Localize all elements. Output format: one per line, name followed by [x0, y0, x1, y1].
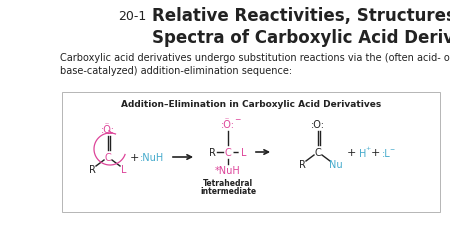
Text: +: +: [346, 147, 356, 158]
Text: *NuH: *NuH: [215, 165, 241, 175]
Text: :O:: :O:: [311, 119, 325, 130]
Text: C: C: [315, 147, 321, 158]
Text: Addition–Elimination in Carboxylic Acid Derivatives: Addition–Elimination in Carboxylic Acid …: [121, 100, 381, 109]
Text: C: C: [225, 147, 231, 158]
Text: +: +: [370, 147, 380, 158]
Text: :Ö:: :Ö:: [101, 124, 115, 135]
Text: Relative Reactivities, Structures and
Spectra of Carboxylic Acid Derivatives: Relative Reactivities, Structures and Sp…: [152, 7, 450, 46]
Bar: [62, 93, 440, 212]
Text: :Ö:: :Ö:: [221, 119, 235, 130]
Text: H: H: [359, 148, 367, 158]
Text: R: R: [89, 164, 95, 174]
Text: Carboxylic acid derivatives undergo substitution reactions via the (often acid- : Carboxylic acid derivatives undergo subs…: [60, 53, 450, 76]
Text: Nu: Nu: [329, 159, 343, 169]
Text: +: +: [365, 146, 371, 151]
Text: −: −: [389, 146, 395, 151]
Text: L: L: [121, 164, 127, 174]
Text: 20-1: 20-1: [118, 10, 146, 23]
Text: :L: :L: [382, 148, 391, 158]
Text: −: −: [234, 115, 240, 124]
Text: Tetrahedral: Tetrahedral: [203, 179, 253, 188]
Text: intermediate: intermediate: [200, 187, 256, 196]
Text: R: R: [298, 159, 306, 169]
Text: :NuH: :NuH: [140, 152, 164, 162]
Text: C: C: [104, 152, 112, 162]
Text: R: R: [208, 147, 216, 158]
Text: +: +: [129, 152, 139, 162]
Text: L: L: [241, 147, 247, 158]
